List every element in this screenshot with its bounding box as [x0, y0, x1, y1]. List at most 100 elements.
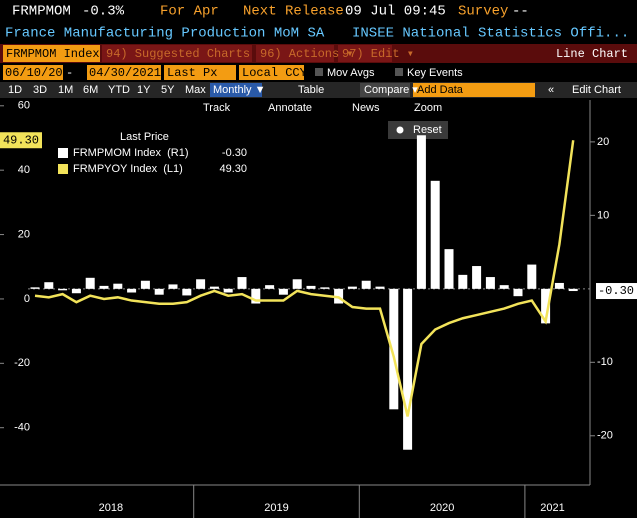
- period-button[interactable]: 1M: [58, 84, 73, 96]
- chart-type[interactable]: Line Chart: [556, 47, 628, 61]
- period-button[interactable]: YTD: [108, 84, 130, 96]
- line: [34, 140, 575, 417]
- x-tick-label: 2020: [430, 502, 454, 514]
- table-button[interactable]: Table: [298, 84, 324, 96]
- x-tick-label: 2021: [540, 502, 564, 514]
- bar: [458, 274, 468, 289]
- button-bg[interactable]: [102, 45, 252, 62]
- y-tick-label: 0: [24, 293, 30, 305]
- currency[interactable]: Local CCY: [242, 66, 307, 80]
- input-box[interactable]: [239, 65, 304, 80]
- end-date[interactable]: 04/30/2021: [89, 66, 161, 80]
- bar: [292, 279, 302, 289]
- input-box[interactable]: [164, 65, 236, 80]
- bar: [140, 280, 150, 289]
- change: -0.3%: [82, 4, 125, 20]
- ticker: FRMPMOM: [12, 4, 71, 20]
- legend-swatch: [58, 148, 68, 158]
- y-tick-label: -20: [14, 357, 30, 369]
- value-tag: [596, 283, 637, 300]
- toggle[interactable]: Key Events: [407, 67, 463, 79]
- bar: [430, 180, 440, 289]
- security-box: [3, 45, 100, 62]
- bar: [403, 288, 413, 450]
- toolbar-button[interactable]: 94) Suggested Charts: [106, 47, 250, 61]
- input-box[interactable]: [87, 65, 161, 80]
- bar: [71, 288, 81, 294]
- frequency-box[interactable]: [210, 83, 262, 97]
- bar: [85, 277, 95, 289]
- bar: [196, 279, 206, 289]
- field[interactable]: Last Px: [167, 66, 217, 80]
- bar: [278, 288, 288, 295]
- input-box[interactable]: [3, 65, 63, 80]
- legend-label: FRMPYOY Index (L1): [73, 163, 183, 175]
- bar: [237, 277, 247, 289]
- bar: [485, 277, 495, 289]
- bar: [182, 288, 192, 296]
- next-release: 09 Jul 09:45: [345, 4, 446, 20]
- bar: [320, 287, 330, 289]
- source: INSEE National Statistics Offi...: [352, 26, 629, 42]
- period-button[interactable]: 6M: [83, 84, 98, 96]
- bar: [513, 288, 523, 297]
- toolbar-button[interactable]: 96) Actions ▾: [260, 47, 354, 61]
- period: For Apr: [160, 4, 219, 20]
- compare-box[interactable]: [360, 83, 410, 97]
- reset[interactable]: Reset: [413, 124, 442, 136]
- next-release-label: Next Release: [243, 4, 344, 20]
- add-data-box[interactable]: [413, 83, 535, 97]
- period-button[interactable]: 3D: [33, 84, 47, 96]
- y2-tick-label: -20: [597, 430, 613, 442]
- period-button[interactable]: Max: [185, 84, 206, 96]
- security[interactable]: FRMPMOM Index: [6, 47, 100, 61]
- bar: [416, 135, 426, 289]
- y-tick-label: 20: [18, 228, 30, 240]
- edit-chart[interactable]: Edit Chart: [572, 84, 621, 96]
- y2-tick-label: 10: [597, 209, 609, 221]
- frequency[interactable]: Monthly ▼: [213, 84, 265, 96]
- bar: [375, 286, 385, 289]
- compare[interactable]: Compare ▾: [364, 84, 418, 96]
- legend-value: 49.30: [219, 163, 247, 175]
- period-button[interactable]: 1Y: [137, 84, 151, 96]
- survey: --: [512, 4, 529, 20]
- chart-tool[interactable]: Annotate: [268, 102, 312, 114]
- reset-button[interactable]: [388, 121, 448, 139]
- legend-title: Last Price: [120, 131, 169, 143]
- collapse-icon[interactable]: «: [548, 84, 554, 96]
- start-date[interactable]: 06/10/2015: [5, 66, 77, 80]
- bar: [44, 282, 54, 289]
- y-tick-label: -40: [14, 422, 30, 434]
- bar: [154, 288, 164, 295]
- button-bg[interactable]: [338, 45, 392, 62]
- bar: [113, 283, 123, 289]
- period-button[interactable]: 1D: [8, 84, 22, 96]
- y-tick-label: 60: [18, 100, 30, 112]
- toolbar-button[interactable]: 97) Edit ▾: [342, 47, 414, 61]
- bar: [361, 280, 371, 289]
- bar: [30, 287, 40, 289]
- checkbox[interactable]: [315, 68, 323, 76]
- toggle[interactable]: Mov Avgs: [327, 67, 375, 79]
- bar: [389, 288, 399, 410]
- add-data[interactable]: Add Data: [417, 84, 464, 96]
- chart-tool[interactable]: Zoom: [414, 102, 442, 114]
- bar: [541, 288, 551, 324]
- value-tag: [0, 132, 42, 149]
- legend-box: [55, 128, 250, 180]
- y2-tick-label: -10: [597, 356, 613, 368]
- reset-icon: [396, 126, 404, 134]
- period-button[interactable]: 5Y: [161, 84, 175, 96]
- bar: [127, 288, 137, 293]
- chart-tool[interactable]: Track: [203, 102, 231, 114]
- button-bg[interactable]: [256, 45, 334, 62]
- checkbox[interactable]: [395, 68, 403, 76]
- x-tick-label: 2019: [264, 502, 288, 514]
- y2-tick-label: 20: [597, 136, 609, 148]
- survey-label: Survey: [458, 4, 508, 20]
- value-tag-label: -0.30: [598, 284, 634, 298]
- chart-tool[interactable]: News: [352, 102, 380, 114]
